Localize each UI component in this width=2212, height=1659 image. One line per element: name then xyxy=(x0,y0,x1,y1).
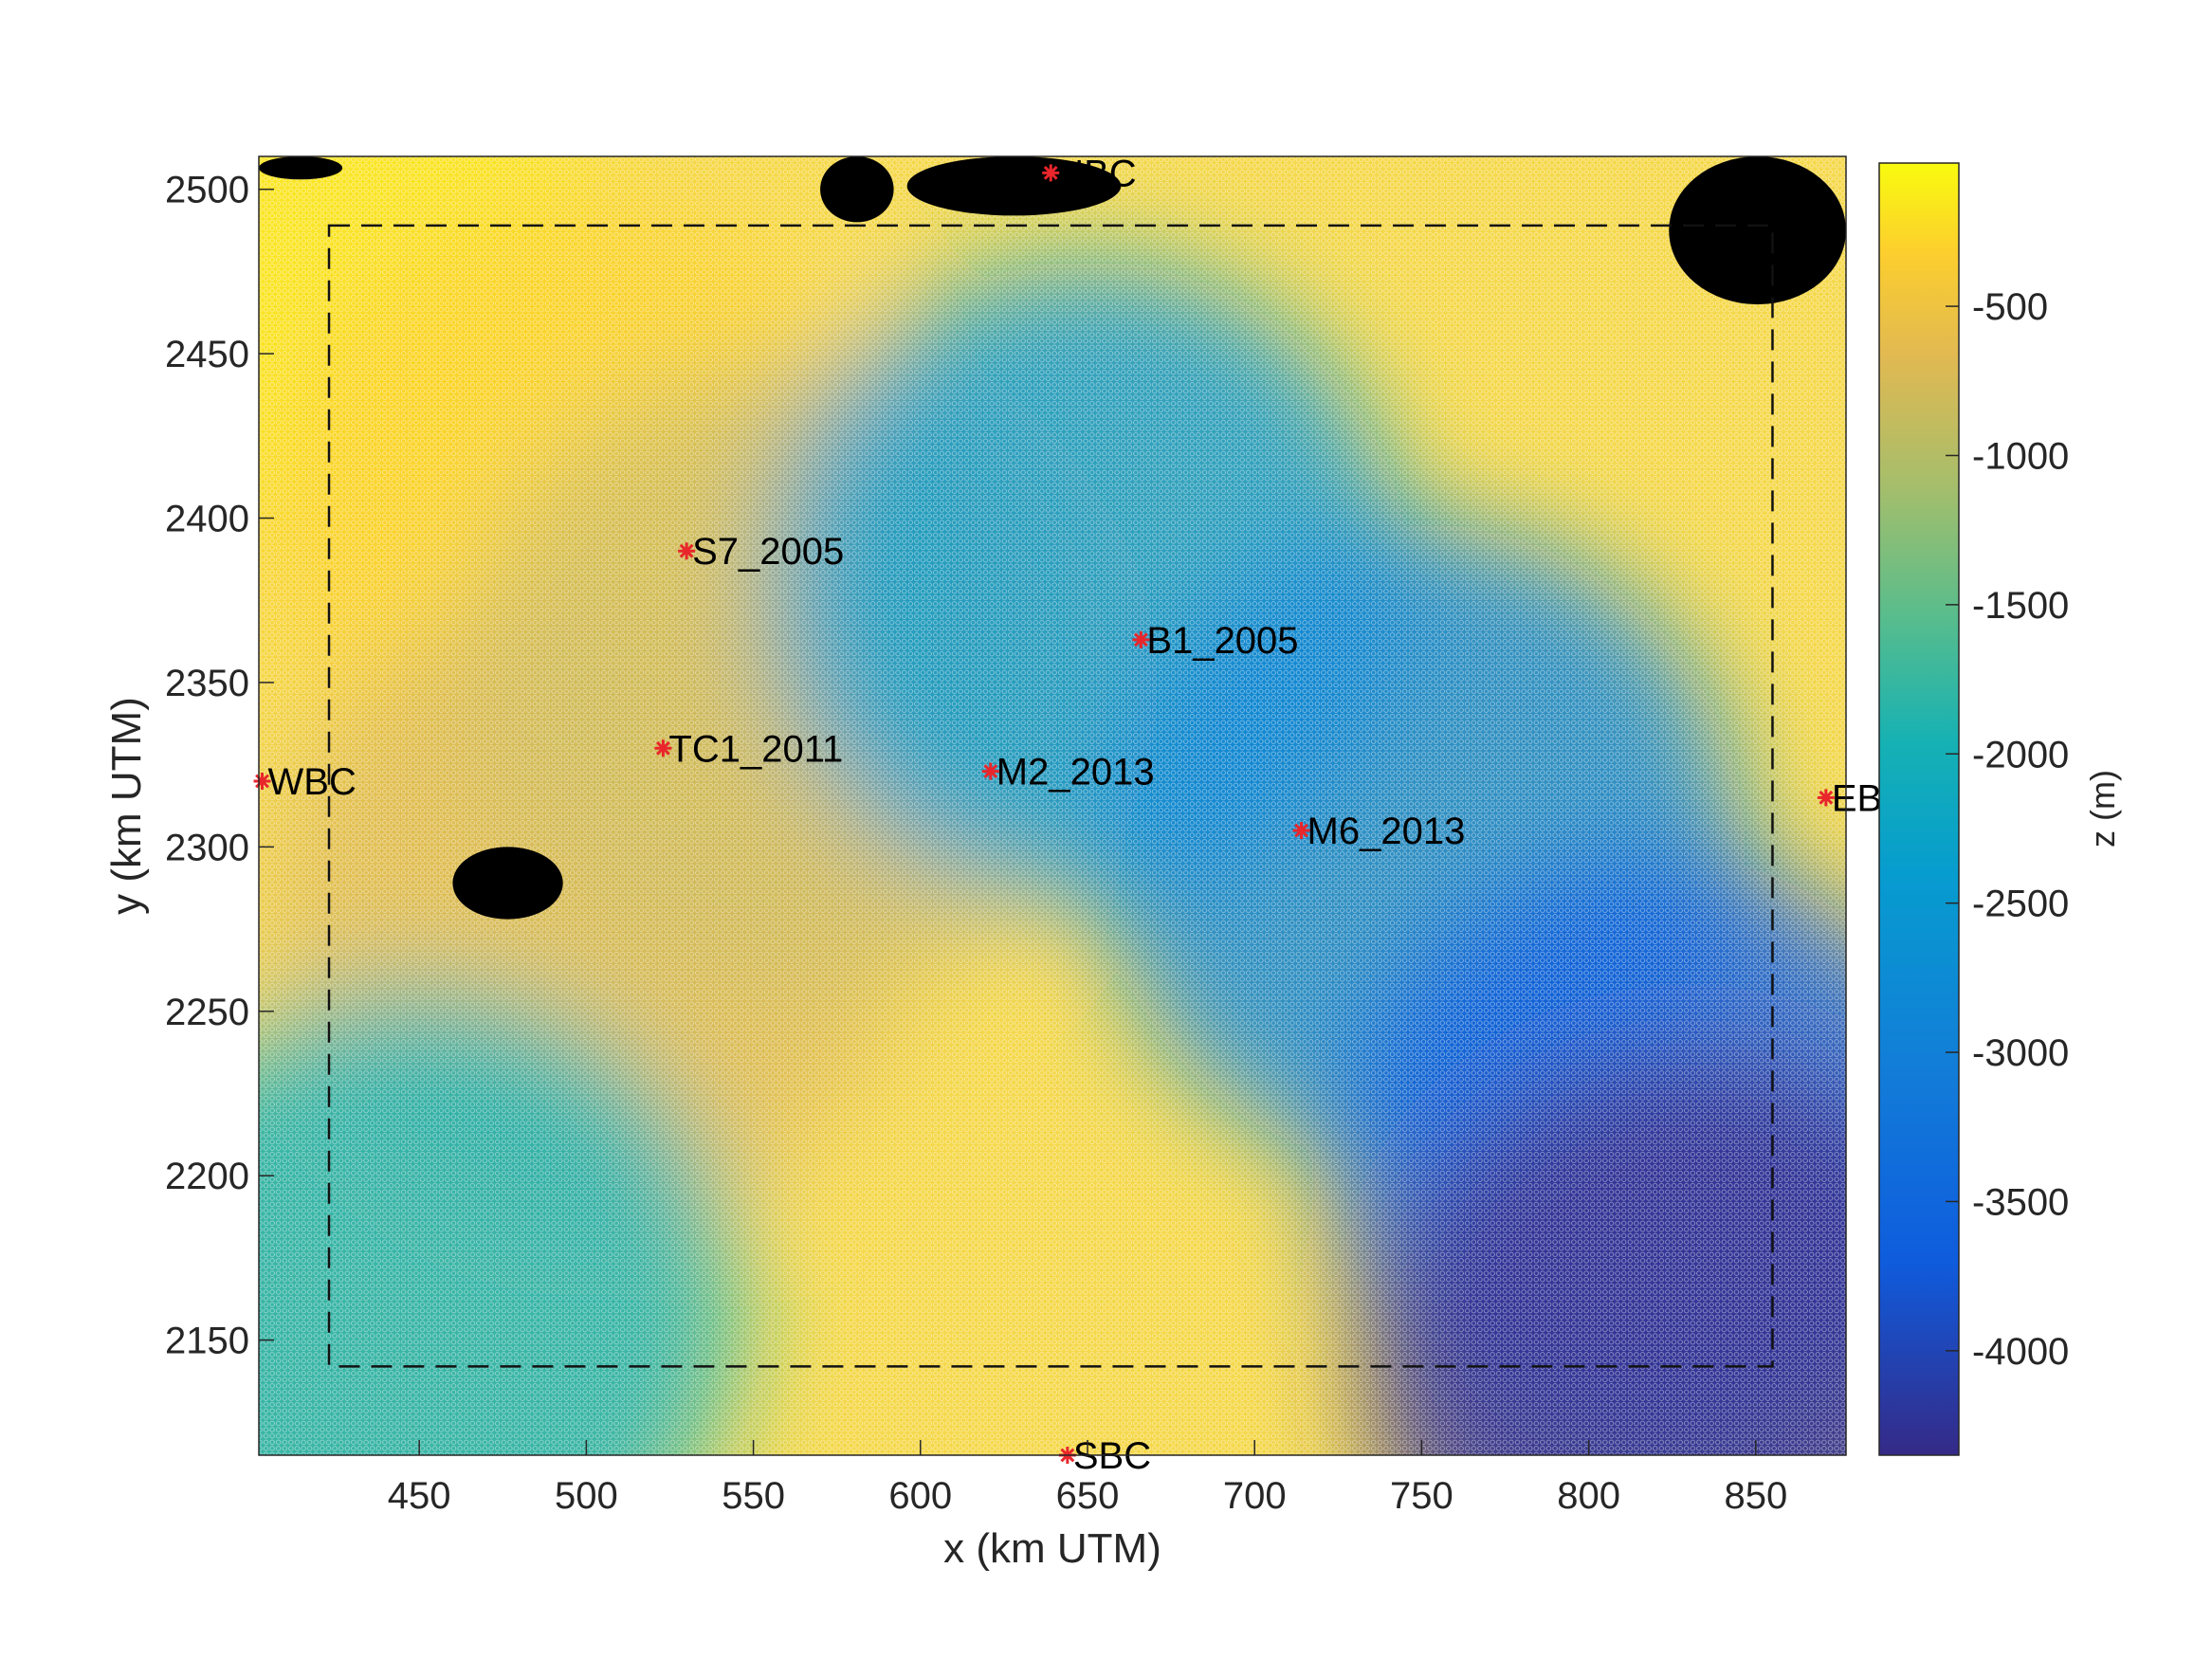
station-m2-2013: M2_2013 xyxy=(981,752,1155,793)
x-tick-label: 450 xyxy=(388,1475,451,1517)
station-marker xyxy=(253,772,271,790)
station-b1-2005: B1_2005 xyxy=(1132,620,1299,662)
station-label: M2_2013 xyxy=(996,752,1155,793)
station-sbc: SBC xyxy=(1058,1435,1151,1477)
x-tick-label: 850 xyxy=(1724,1475,1787,1517)
station-marker xyxy=(678,542,696,560)
x-axis-label: x (km UTM) xyxy=(943,1525,1161,1572)
x-tick-label: 500 xyxy=(555,1475,618,1517)
y-tick-label: 2500 xyxy=(165,170,249,211)
colorbar-tick-label: -4000 xyxy=(1972,1331,2069,1373)
grid-texture xyxy=(259,156,1846,1455)
colorbar-tick-label: -2000 xyxy=(1972,734,2069,775)
x-tick-label: 750 xyxy=(1390,1475,1453,1517)
station-label: EB xyxy=(1832,777,1882,819)
colorbar-label: z (m) xyxy=(2083,770,2122,848)
station-label: S7_2005 xyxy=(692,531,844,573)
y-tick-label: 2150 xyxy=(165,1321,249,1362)
land-mask xyxy=(259,156,1846,920)
station-marker xyxy=(981,762,999,780)
colorbar: -500-1000-1500-2000-2500-3000-3500-4000 … xyxy=(1878,162,2122,1456)
station-label: SBC xyxy=(1073,1435,1151,1477)
station-s7-2005: S7_2005 xyxy=(678,531,844,573)
station-marker xyxy=(1042,164,1060,182)
x-tick-label: 550 xyxy=(722,1475,785,1517)
y-tick-label: 2350 xyxy=(165,663,249,704)
colorbar-tick-label: -1000 xyxy=(1972,435,2069,477)
colorbar-tick-label: -3500 xyxy=(1972,1181,2069,1223)
station-label: M6_2013 xyxy=(1307,811,1466,852)
station-marker xyxy=(1292,822,1310,840)
colorbar-ticks: -500 -1000 -1500 -2000 -2500 -3000 -3500 -4000 xyxy=(1946,286,2069,1373)
station-markers: NBC S7_2005 B1_2005 TC1_2011 WBC M2_2013 M6_20… xyxy=(253,153,1882,1477)
colorbar-tick-label: -500 xyxy=(1972,286,2048,328)
land-area-4 xyxy=(1669,156,1846,305)
land-area-3 xyxy=(452,847,563,920)
station-label: B1_2005 xyxy=(1146,620,1298,662)
x-tick-label: 650 xyxy=(1056,1475,1120,1517)
colorbar-tick-label: -3000 xyxy=(1972,1032,2069,1074)
y-tick-label: 2400 xyxy=(165,499,249,540)
y-tick-label: 2450 xyxy=(165,334,249,375)
plot-frame xyxy=(258,155,1847,1456)
colorbar-tick-label: -1500 xyxy=(1972,585,2069,627)
station-eb: EB xyxy=(1817,777,1882,819)
y-tick-label: 2300 xyxy=(165,827,249,868)
land-area-1 xyxy=(820,156,894,223)
colorbar-gradient xyxy=(1878,162,1960,1456)
x-tick-label: 600 xyxy=(888,1475,952,1517)
station-marker xyxy=(1132,630,1150,648)
land-area-2 xyxy=(906,156,1122,216)
station-label: NBC xyxy=(1056,153,1136,194)
y-tick-label: 2200 xyxy=(165,1156,249,1197)
station-nbc: NBC xyxy=(1042,153,1137,194)
station-label: WBC xyxy=(268,761,356,803)
station-marker xyxy=(1817,789,1835,807)
land-area-0 xyxy=(259,156,343,180)
station-label: TC1_2011 xyxy=(668,728,843,770)
station-tc1-2011: TC1_2011 xyxy=(654,728,843,770)
x-tick-label: 800 xyxy=(1557,1475,1620,1517)
y-tick-label: 2250 xyxy=(165,992,249,1033)
colorbar-tick-label: -2500 xyxy=(1972,884,2069,925)
station-m6-2013: M6_2013 xyxy=(1292,811,1466,852)
station-wbc: WBC xyxy=(253,761,356,803)
y-axis-label: y (km UTM) xyxy=(103,697,150,915)
x-axis-ticks: 450 500 550 600 650 700 750 800 850 xyxy=(388,1440,1787,1517)
inner-domain-box xyxy=(327,224,1774,1368)
plot-area: NBC S7_2005 B1_2005 TC1_2011 WBC M2_2013 M6_20… xyxy=(103,153,1882,1572)
station-marker xyxy=(654,739,672,757)
x-tick-label: 700 xyxy=(1223,1475,1287,1517)
y-axis-ticks: 2150 2200 2250 2300 2350 2400 2450 2500 xyxy=(165,170,274,1362)
